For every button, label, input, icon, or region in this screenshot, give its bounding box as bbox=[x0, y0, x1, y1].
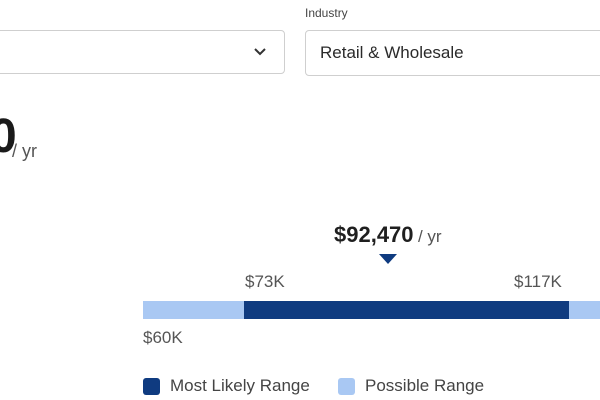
chevron-down-icon bbox=[252, 43, 268, 64]
median-marker-icon bbox=[379, 254, 397, 264]
legend-label-possible: Possible Range bbox=[365, 376, 485, 395]
likely-range-bar bbox=[244, 301, 569, 319]
possible-range-bar bbox=[143, 301, 600, 319]
median-salary: $92,470 / yr bbox=[334, 222, 442, 248]
likely-low-label: $73K bbox=[245, 272, 285, 291]
median-salary-unit: / yr bbox=[417, 227, 442, 246]
filter-select[interactable] bbox=[0, 30, 285, 74]
legend-possible: Possible Range bbox=[338, 376, 484, 396]
legend-most-likely: Most Likely Range bbox=[143, 376, 310, 396]
legend-swatch-likely bbox=[143, 377, 160, 395]
legend-label-likely: Most Likely Range bbox=[170, 376, 310, 395]
legend-swatch-possible bbox=[338, 377, 355, 395]
industry-select-value: Retail & Wholesale bbox=[320, 43, 464, 62]
possible-low-label: $60K bbox=[143, 328, 183, 347]
salary-headline-value: 0 bbox=[0, 110, 17, 163]
industry-select[interactable]: Retail & Wholesale bbox=[305, 30, 600, 76]
industry-label: Industry bbox=[305, 6, 348, 20]
likely-high-label: $117K bbox=[514, 272, 562, 291]
median-salary-value: $92,470 bbox=[334, 222, 414, 247]
salary-headline-unit: / yr bbox=[12, 141, 37, 161]
